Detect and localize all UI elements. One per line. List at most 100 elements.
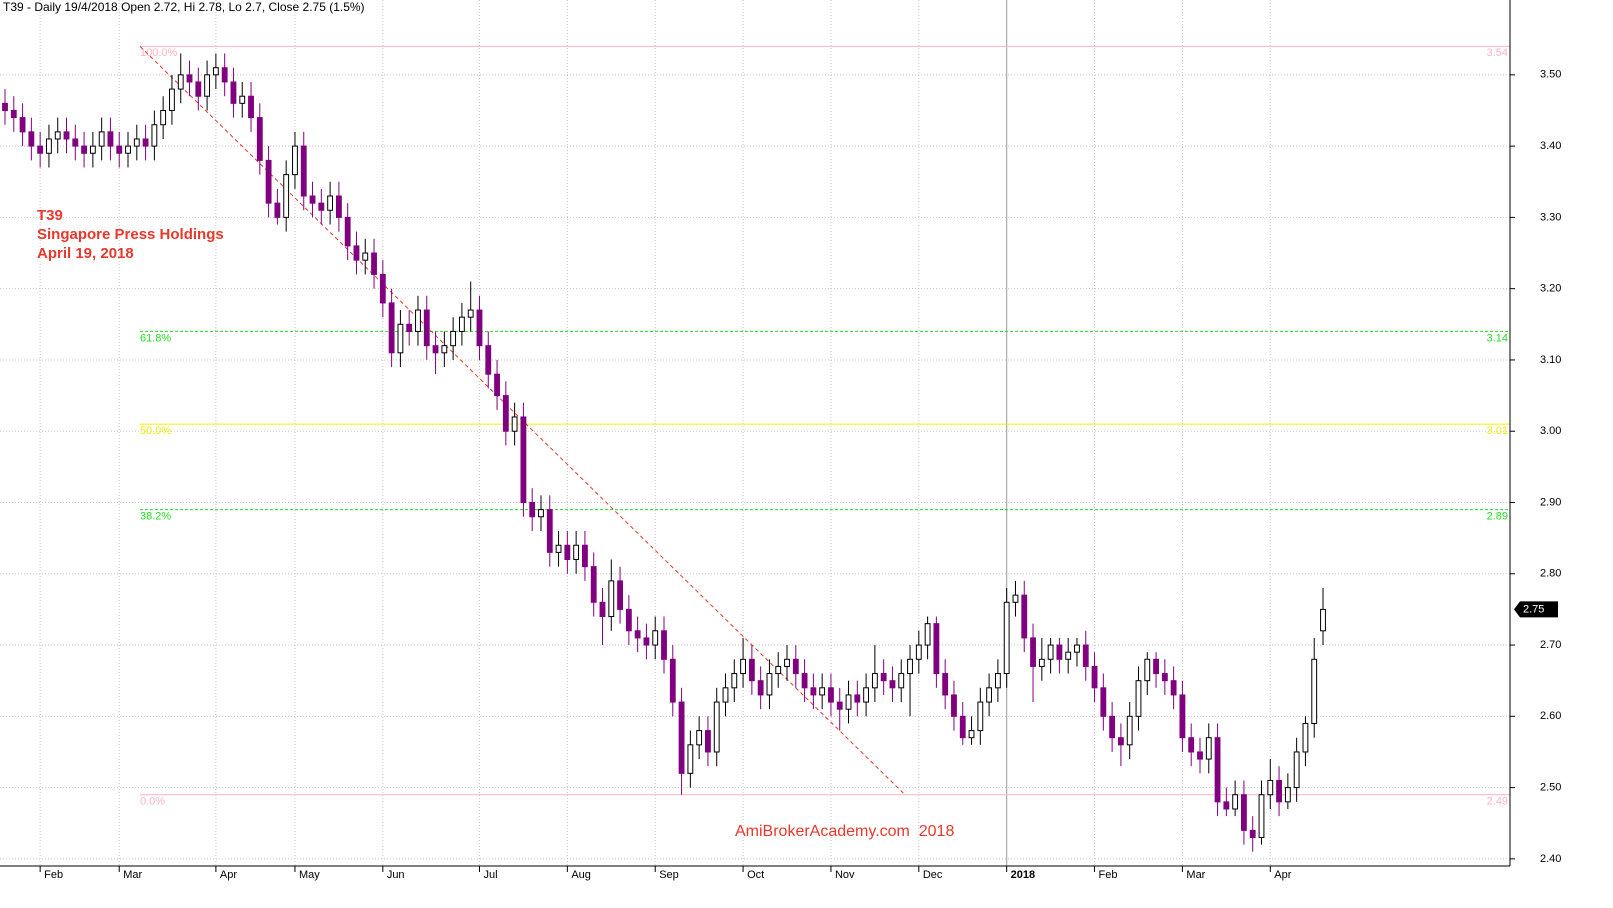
fib-label: 50.0% [140,425,171,437]
candle-body [248,95,254,119]
candle-body [432,345,439,354]
annotation: Singapore Press Holdings [37,226,224,243]
candle-body [485,345,492,375]
candle-body [898,673,905,689]
fib-value-label: 3.14 [1487,332,1508,344]
candle-body [1241,794,1247,831]
fib-label: 0.0% [140,796,165,808]
candle-body [951,694,957,717]
candle-body [107,131,114,147]
candle-body [590,566,597,603]
x-tick-label: Mar [123,869,142,881]
candle-body [1302,722,1309,753]
candle-body [441,345,448,354]
x-tick-label: Feb [1099,869,1118,881]
x-tick-label: 2018 [1011,869,1035,881]
candle-body [230,81,237,104]
y-tick-label: 2.90 [1540,496,1561,508]
candle-body [1135,680,1142,717]
fib-value-label: 3.01 [1487,425,1508,437]
candle-body [564,544,571,561]
candle-body [1065,651,1072,660]
candle-body [72,138,79,147]
candle-body [221,67,228,83]
candle-body [1047,644,1054,660]
watermark: AmiBrokerAcademy.com 2018 [735,823,954,840]
candles [2,53,1326,852]
candle-body [1144,658,1151,682]
candle-body [977,701,984,732]
candle-body [1012,594,1019,603]
candle-body [344,216,351,247]
x-tick-label: Sep [659,869,679,881]
y-tick-label: 2.60 [1540,710,1561,722]
y-tick-label: 2.80 [1540,568,1561,580]
candle-body [1197,751,1203,760]
candle-body [555,544,562,553]
candle-body [28,131,35,147]
candle-body [116,145,123,154]
candle-body [889,680,896,689]
candle-body [582,544,588,568]
candle-body [125,145,131,154]
x-tick-label: May [299,869,320,881]
candle-body [1232,794,1239,810]
candle-body [1258,794,1265,838]
candle-body [942,673,949,696]
candle-body [1056,644,1063,660]
fib-value-label: 2.49 [1487,796,1508,808]
candle-body [283,174,290,218]
candle-body [546,509,553,553]
y-tick-label: 2.70 [1540,639,1561,651]
candle-body [327,195,334,211]
candle-body [160,109,167,126]
y-tick-label: 3.00 [1540,425,1561,437]
y-tick-label: 3.30 [1540,211,1561,223]
candle-body [634,630,641,639]
candle-body [1091,665,1098,689]
candle-body [520,416,527,503]
candle-body [476,309,483,347]
candle-body [871,673,878,689]
candle-body [274,202,281,218]
candle-body [819,687,826,696]
x-tick-label: Oct [747,869,764,881]
annotation: April 19, 2018 [37,245,134,262]
candle-body [1249,829,1256,838]
y-tick-label: 3.40 [1540,140,1561,152]
fib-value-label: 2.89 [1487,511,1508,523]
candle-body [1100,687,1107,717]
candle-body [1109,715,1116,739]
candle-body [731,673,738,689]
candle-body [204,74,211,97]
candle-body [54,131,61,140]
candle-body [748,658,755,682]
candle-body [423,309,430,347]
x-tick-label: Nov [835,869,855,881]
y-tick-label: 3.50 [1540,69,1561,81]
candle-body [915,644,922,660]
candle-body [1284,787,1291,803]
candle-body [415,309,421,332]
candle-body [353,245,360,261]
candle-body [907,658,913,675]
candle-body [406,323,413,332]
candle-body [1267,779,1274,796]
candle-body [169,88,175,111]
candle-body [880,673,887,682]
candle-body [617,580,623,610]
candle-body [502,395,509,432]
candle-body [1320,608,1326,632]
x-tick-label: Feb [44,869,63,881]
x-tick-label: Dec [923,869,943,881]
candle-body [652,630,659,646]
candle-body [792,658,799,675]
candle-body [863,687,870,703]
candle-body [1188,737,1195,753]
candle-body [98,131,105,147]
candle-body [1214,737,1221,803]
candle-body [687,744,694,774]
axes [0,0,1511,867]
